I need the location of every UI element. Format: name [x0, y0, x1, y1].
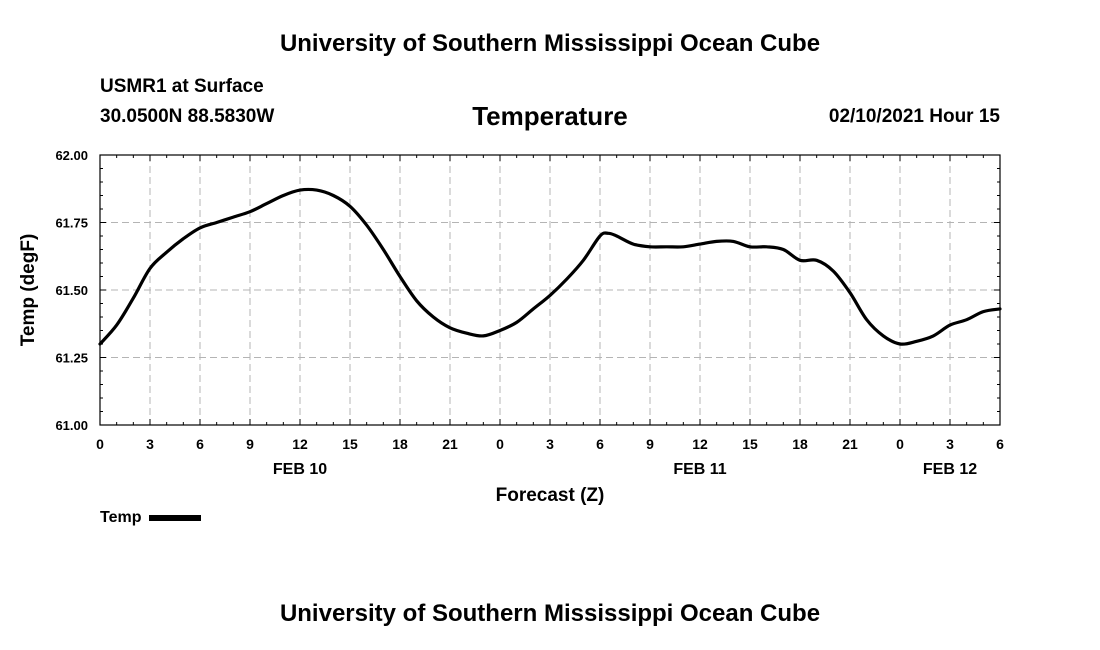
station-name: USMR1 at Surface: [100, 76, 264, 97]
y-tick-label: 62.00: [55, 148, 88, 163]
x-tick-label: 18: [392, 436, 408, 452]
series-line-temp: [98, 187, 1002, 346]
x-tick-label: 0: [496, 436, 504, 452]
y-tick-label: 61.50: [55, 283, 88, 298]
y-tick-label: 61.00: [55, 418, 88, 433]
x-day-label: FEB 11: [673, 461, 726, 478]
banner-title-bottom: University of Southern Mississippi Ocean…: [279, 600, 821, 627]
x-tick-label: 0: [896, 436, 904, 452]
legend-label-temp: Temp: [100, 509, 142, 526]
x-tick-label: 3: [146, 436, 154, 452]
x-tick-label: 21: [442, 436, 458, 452]
x-day-label: FEB 10: [273, 461, 327, 478]
x-tick-label: 9: [646, 436, 654, 452]
x-tick-label: 0: [96, 436, 104, 452]
x-tick-label: 6: [196, 436, 204, 452]
x-tick-label: 3: [546, 436, 554, 452]
x-day-label: FEB 12: [923, 461, 977, 478]
y-axis-label: Temp (degF): [18, 234, 39, 347]
chart-axes: 0 3 6 9 12 15 18 21 0 3 6 9 12 15 18 21 0 3 6 61.00 61.25 61.…: [18, 148, 1004, 506]
forecast-run-time: 02/10/2021 Hour 15: [828, 106, 1000, 127]
x-tick-label: 18: [792, 436, 808, 452]
x-tick-label: 12: [292, 436, 308, 452]
x-tick-label: 15: [342, 436, 358, 452]
x-tick-label: 9: [246, 436, 254, 452]
banner-title-top: University of Southern Mississippi Ocean…: [279, 30, 821, 57]
x-tick-label: 12: [692, 436, 708, 452]
x-tick-label: 3: [946, 436, 954, 452]
x-tick-label: 6: [596, 436, 604, 452]
chart-legend: Temp: [100, 509, 202, 527]
x-axis-label: Forecast (Z): [496, 485, 605, 506]
legend-swatch-temp: [149, 515, 202, 521]
x-tick-label: 6: [996, 436, 1004, 452]
chart-grid: [100, 155, 1000, 425]
chart-series: [98, 187, 1002, 346]
x-tick-label: 21: [842, 436, 858, 452]
y-tick-label: 61.25: [55, 351, 88, 366]
chart-title: Temperature: [472, 101, 628, 131]
x-tick-label: 15: [742, 436, 758, 452]
station-coordinates: 30.0500N 88.5830W: [100, 106, 275, 127]
y-tick-label: 61.75: [55, 216, 88, 231]
